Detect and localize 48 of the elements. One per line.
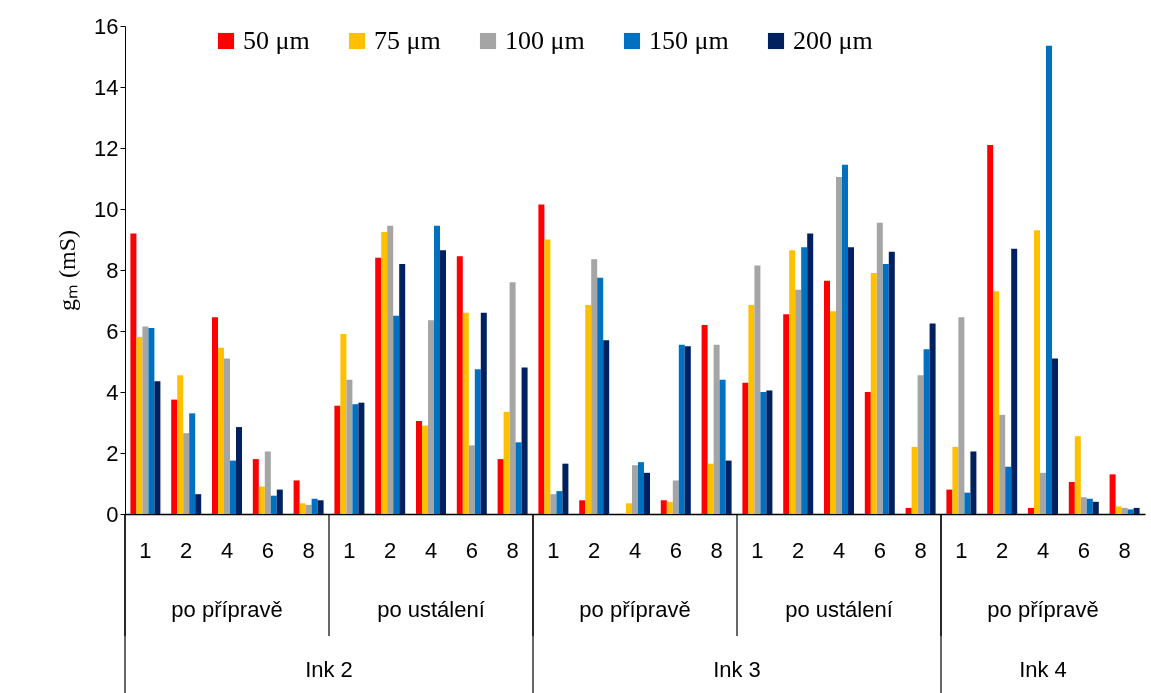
- x-tick-label: 6: [873, 537, 886, 563]
- legend-label: 50 μm: [243, 26, 310, 55]
- legend-label: 75 μm: [374, 26, 441, 55]
- x-tick-label: 8: [302, 537, 315, 563]
- y-tick-label: 16: [94, 13, 119, 39]
- x-tick-label: 1: [955, 537, 968, 563]
- x-tick-label: 2: [384, 537, 397, 563]
- x-tick-label: 4: [424, 537, 438, 563]
- y-tick-label: 6: [106, 318, 119, 344]
- legend-label: 100 μm: [505, 26, 585, 55]
- y-tick-label: 14: [94, 74, 119, 100]
- x-tick-label: 8: [506, 537, 519, 563]
- x-tick-label: 1: [547, 537, 560, 563]
- x-tick-label: 6: [1077, 537, 1090, 563]
- y-tick-label: 10: [94, 196, 119, 222]
- x-tick-label: 1: [343, 537, 356, 563]
- x-tick-label: 2: [996, 537, 1009, 563]
- y-tick-label: 8: [106, 257, 119, 283]
- x-tick-label: 2: [588, 537, 601, 563]
- x-tick-label: 6: [465, 537, 478, 563]
- x-tick-label: 4: [628, 537, 642, 563]
- x-tick-label: 1: [751, 537, 764, 563]
- text: po přípravě: [579, 597, 691, 622]
- x-tick-label: 4: [220, 537, 234, 563]
- y-tick-label: 12: [94, 135, 119, 161]
- x-tick-label: 6: [261, 537, 274, 563]
- text: Ink 4: [1019, 657, 1067, 682]
- x-tick-label: 2: [792, 537, 805, 563]
- x-tick-label: 2: [180, 537, 193, 563]
- y-tick-label: 0: [106, 501, 119, 527]
- y-tick-label: 2: [106, 440, 119, 466]
- text: po ustálení: [785, 597, 893, 622]
- text: po přípravě: [987, 597, 1099, 622]
- y-axis-title: gₘ (mS): [54, 230, 81, 311]
- x-tick-label: 1: [139, 537, 152, 563]
- x-tick-label: 8: [710, 537, 723, 563]
- x-tick-label: 4: [832, 537, 846, 563]
- text: Ink 3: [713, 657, 761, 682]
- y-tick-label: 4: [106, 379, 119, 405]
- text: po přípravě: [171, 597, 283, 622]
- text: Ink 2: [305, 657, 353, 682]
- legend-label: 200 μm: [793, 26, 873, 55]
- x-tick-label: 4: [1036, 537, 1050, 563]
- x-tick-label: 8: [1118, 537, 1131, 563]
- x-tick-label: 8: [914, 537, 927, 563]
- x-tick-label: 6: [669, 537, 682, 563]
- legend-label: 150 μm: [649, 26, 729, 55]
- text: po ustálení: [377, 597, 485, 622]
